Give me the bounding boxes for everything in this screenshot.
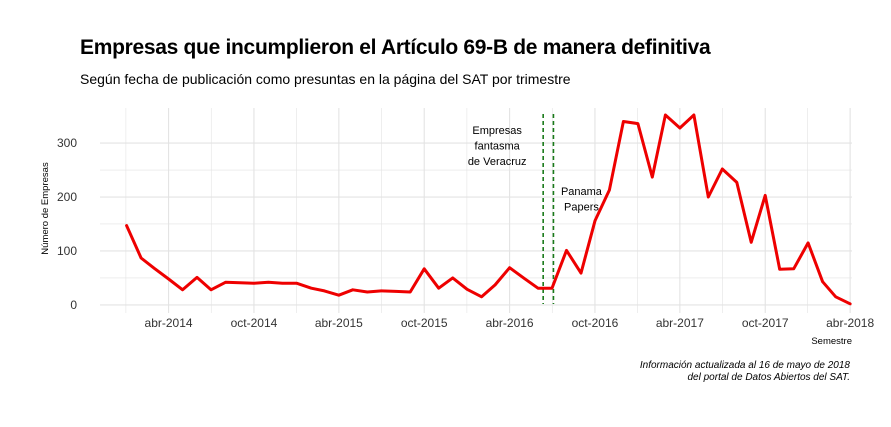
- annotation: Panama Papers: [561, 186, 603, 214]
- data-point: [522, 276, 525, 280]
- data-point: [480, 295, 483, 299]
- data-point: [493, 283, 497, 287]
- data-point: [707, 195, 710, 199]
- series-layer: [125, 113, 852, 306]
- data-point: [465, 288, 469, 291]
- data-point: [508, 266, 511, 269]
- data-point: [451, 276, 454, 280]
- data-point: [394, 290, 397, 293]
- x-tick-label: abr-2017: [656, 316, 704, 330]
- data-point: [252, 282, 256, 285]
- x-tick-label: oct-2015: [401, 316, 448, 330]
- data-point: [750, 241, 753, 244]
- data-point: [167, 277, 170, 281]
- chart-title: Empresas que incumplieron el Artículo 69…: [80, 36, 711, 59]
- caption-line-2: del portal de Datos Abiertos del SAT.: [687, 372, 851, 383]
- y-tick-label: 200: [57, 190, 77, 204]
- data-point: [848, 302, 852, 306]
- data-point: [792, 267, 795, 270]
- data-point: [806, 241, 810, 245]
- data-point: [579, 271, 583, 275]
- annotation-line: Panama: [561, 186, 603, 198]
- annotation: Empresas fantasma de Veracruz: [468, 125, 527, 168]
- data-point: [238, 281, 242, 284]
- data-point: [281, 282, 284, 285]
- x-tick-label: oct-2014: [231, 316, 278, 330]
- data-point: [821, 280, 824, 283]
- data-point: [550, 286, 554, 290]
- data-point: [323, 289, 326, 293]
- data-point: [565, 249, 568, 252]
- chart-subtitle: Según fecha de publicación como presunta…: [80, 71, 571, 87]
- x-tick-label: abr-2014: [145, 316, 193, 330]
- data-point: [764, 194, 767, 197]
- data-point: [536, 286, 540, 290]
- data-point: [125, 224, 128, 227]
- x-tick-label: oct-2017: [742, 316, 789, 330]
- data-point: [622, 120, 625, 123]
- data-point: [778, 268, 781, 271]
- data-point: [224, 281, 227, 284]
- data-point: [380, 289, 383, 293]
- data-point: [366, 290, 369, 294]
- data-point: [651, 175, 654, 179]
- data-point: [181, 288, 184, 292]
- data-point: [735, 181, 738, 184]
- data-point: [636, 122, 640, 125]
- data-point: [351, 288, 355, 292]
- data-point: [139, 256, 143, 260]
- x-tick-label: abr-2016: [486, 316, 534, 330]
- chart-caption: Información actualizada al 16 de mayo de…: [640, 360, 850, 384]
- x-tick-label: oct-2016: [572, 316, 619, 330]
- x-tick-label: abr-2015: [315, 316, 363, 330]
- data-point: [692, 113, 696, 117]
- y-axis-label: Número de Empresas: [40, 162, 51, 255]
- data-point: [209, 288, 213, 292]
- y-tick-label: 0: [70, 298, 77, 312]
- data-point: [337, 293, 341, 297]
- annotation-line: Empresas: [472, 125, 522, 137]
- event-lines: [542, 114, 555, 304]
- caption-line-1: Información actualizada al 16 de mayo de…: [639, 360, 850, 371]
- data-point: [834, 295, 837, 299]
- data-point: [310, 286, 313, 290]
- data-point: [152, 267, 156, 270]
- data-point: [593, 219, 597, 222]
- series-line: [125, 113, 852, 306]
- axes: 0 100 200 300 abr-2014 oct-2014 abr-2015 oct-20…: [40, 136, 874, 347]
- grid: [100, 108, 852, 313]
- annotations: Empresas fantasma de Veracruz Panama Papers: [468, 125, 603, 214]
- data-point: [678, 126, 682, 130]
- data-point: [608, 188, 611, 192]
- data-point: [423, 267, 426, 270]
- y-tick-label: 100: [57, 244, 77, 258]
- data-point: [721, 167, 724, 171]
- annotation-line: de Veracruz: [468, 156, 527, 168]
- data-point: [295, 282, 299, 285]
- x-tick-label: abr-2018: [826, 316, 874, 330]
- annotation-line: Papers: [564, 202, 599, 214]
- data-point: [267, 281, 270, 284]
- data-point: [409, 290, 412, 294]
- y-tick-label: 300: [57, 136, 77, 150]
- annotation-line: fantasma: [475, 141, 521, 153]
- data-point: [664, 113, 667, 117]
- data-point: [195, 276, 199, 279]
- data-point: [437, 286, 440, 290]
- x-axis-label: Semestre: [811, 336, 852, 347]
